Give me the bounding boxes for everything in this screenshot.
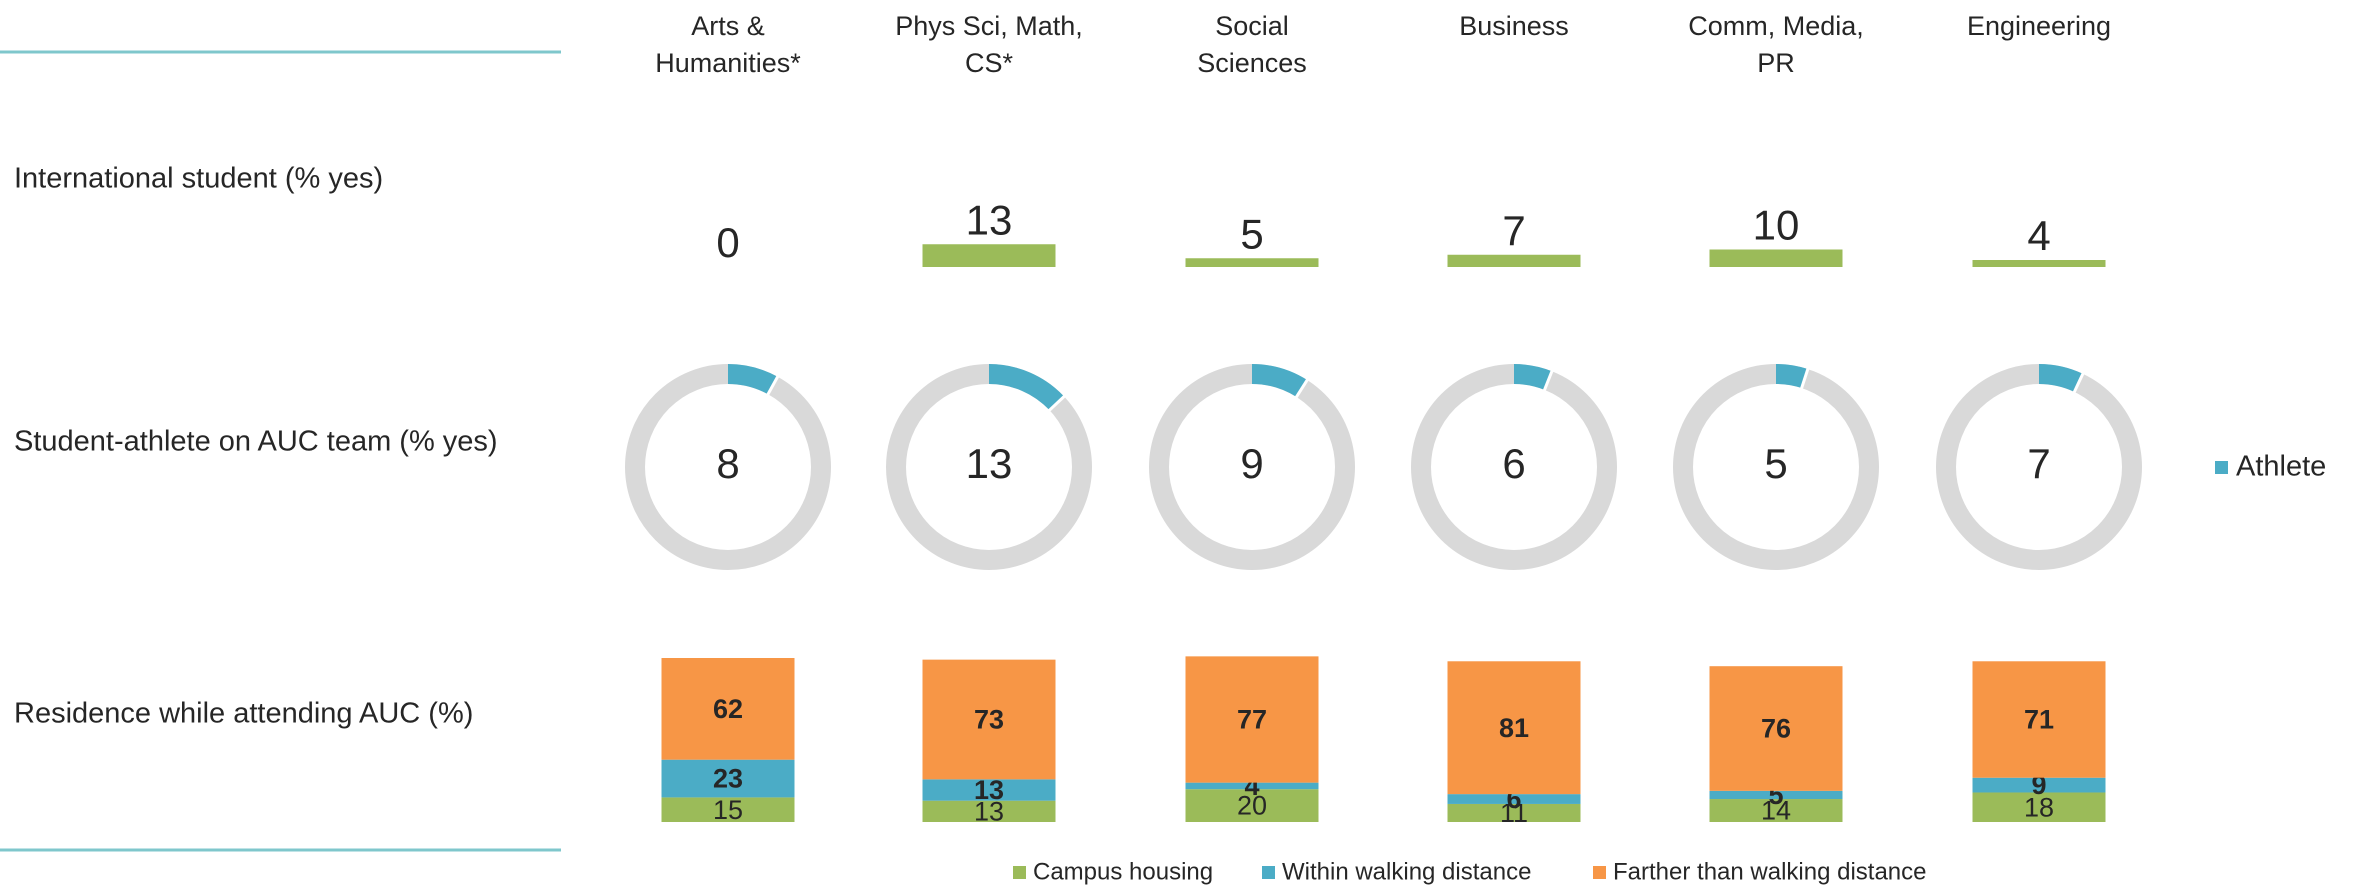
value-label: 15 [713,795,743,825]
bar-segment [1447,661,1581,795]
value-label: 73 [974,705,1004,735]
value-label: 77 [1237,705,1267,735]
value-label: 76 [1761,714,1791,744]
segment-gap [2072,371,2086,395]
segment-gap [1047,394,1067,413]
value-label: 8 [716,440,739,487]
legend-label: Athlete [2236,451,2326,483]
donut-segment [1513,364,1552,390]
value-label: 6 [1502,440,1525,487]
donut-segment [1775,364,1808,389]
bar [1447,254,1581,267]
column-header: Business [1459,11,1569,41]
segment-gap [1294,377,1310,400]
bar-segment [1447,803,1581,822]
column-header: Social Sciences [1197,11,1307,78]
bar-segment [1972,777,2106,793]
bar-segment [1185,789,1319,822]
bar-segment [922,779,1056,801]
bar [1709,249,1843,267]
value-label: 4 [2027,212,2050,259]
legend-swatch [1593,866,1606,879]
bar-segment [1185,656,1319,783]
legend-label: Within walking distance [1282,858,1531,885]
bar-segment [661,759,795,798]
value-label: 13 [966,196,1013,243]
column-header: Phys Sci, Math, CS* [895,11,1083,78]
value-label: 13 [974,796,1004,826]
value-label: 7 [1502,207,1525,254]
bar-segment [1447,794,1581,804]
value-label: 9 [2031,770,2046,800]
segment-gap [1799,366,1810,391]
donut-segment [1251,364,1308,398]
donut-segment [988,364,1065,411]
bar [922,244,1056,267]
legend-label: Campus housing [1033,858,1213,885]
row-label: Student-athlete on AUC team (% yes) [14,426,498,458]
donut-segment [2038,364,2083,393]
bar [1185,258,1319,267]
value-label: 18 [2024,792,2054,822]
row-label: International student (% yes) [14,163,383,195]
value-label: 7 [2027,440,2050,487]
bar-segment [661,658,795,760]
value-label: 0 [716,219,739,266]
row-label: Residence while attending AUC (%) [14,698,473,730]
bar-segment [1185,782,1319,790]
segment-gap [765,374,780,397]
bar-segment [1972,792,2106,822]
value-label: 10 [1753,202,1800,249]
value-label: 5 [1240,210,1263,257]
value-label: 14 [1761,796,1791,826]
bar-segment [922,800,1056,822]
bar-segment [1709,799,1843,822]
bar-segment [661,797,795,822]
bar [1972,260,2106,267]
value-label: 5 [1764,440,1787,487]
bar-segment [922,659,1056,780]
value-label: 13 [966,440,1013,487]
value-label: 71 [2024,705,2054,735]
value-label: 20 [1237,791,1267,821]
legend-swatch [1013,866,1026,879]
segment-gap [1542,368,1555,393]
legend-swatch [1262,866,1275,879]
legend-swatch [2215,461,2228,474]
donut-segment [727,364,778,395]
value-label: 62 [713,694,743,724]
column-header: Engineering [1966,11,2112,41]
value-label: 13 [974,775,1004,805]
column-header: Comm, Media, PR [1688,11,1864,78]
bar-segment [1709,790,1843,800]
value-label: 9 [1240,440,1263,487]
bar-segment [1972,661,2106,778]
column-header: Arts & Humanities* [655,11,801,78]
value-label: 81 [1499,713,1529,743]
bar-segment [1709,666,1843,791]
value-label: 23 [713,764,743,794]
legend-label: Farther than walking distance [1613,858,1927,885]
